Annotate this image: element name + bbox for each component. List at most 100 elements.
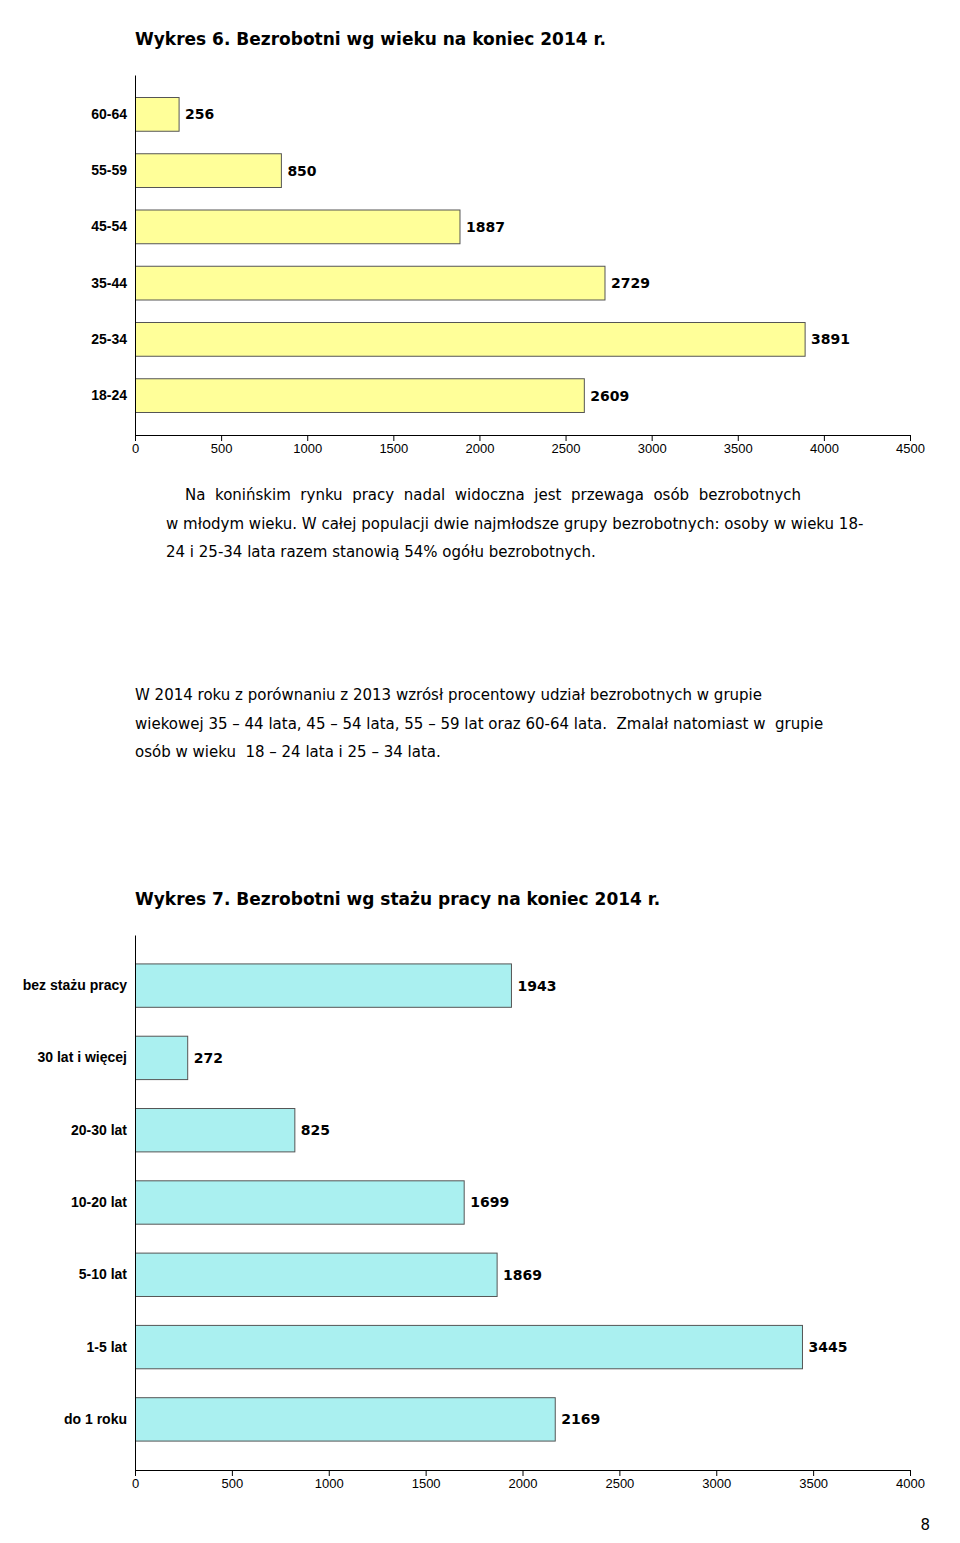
bars <box>135 98 805 413</box>
annotation-line: wiekowej 35 – 44 lata, 45 – 54 lata, 55 … <box>135 715 823 733</box>
y-tick-label: 30 lat i więcej <box>38 1049 128 1065</box>
x-tick: 2500 <box>552 435 581 456</box>
y-tick: 45-54 <box>91 218 135 234</box>
x-tick-label: 1000 <box>293 441 322 456</box>
data-label: 272 <box>194 1050 223 1066</box>
x-tick-mark <box>135 435 136 441</box>
x-tick-mark <box>135 1470 136 1476</box>
x-tick-label: 500 <box>222 1476 244 1491</box>
x-tick: 4500 <box>896 435 925 456</box>
x-tick: 3000 <box>638 435 667 456</box>
bar <box>135 1253 497 1296</box>
y-axis-line <box>135 76 136 436</box>
x-tick: 500 <box>211 435 233 456</box>
y-tick-label: 20-30 lat <box>71 1122 127 1138</box>
x-tick: 0 <box>132 435 139 456</box>
y-axis-line <box>135 936 136 1471</box>
x-tick-mark <box>716 1470 717 1476</box>
y-tick-label: 35-44 <box>91 275 127 291</box>
data-label: 1887 <box>466 219 505 235</box>
x-tick-mark <box>329 1470 330 1476</box>
bar <box>135 98 179 132</box>
data-label: 850 <box>287 163 316 179</box>
data-label: 1699 <box>470 1194 509 1210</box>
bar <box>135 1036 188 1079</box>
x-tick-label: 1000 <box>315 1476 344 1491</box>
data-label: 3891 <box>811 331 850 347</box>
y-tick: 25-34 <box>91 331 135 347</box>
bar <box>135 1181 464 1224</box>
annotation-line: Na konińskim rynku pracy nadal widoczna … <box>166 486 801 504</box>
bar <box>135 1109 295 1152</box>
x-tick-mark <box>479 435 480 441</box>
data-label: 2609 <box>590 388 629 404</box>
x-tick-mark <box>813 1470 814 1476</box>
x-tick-mark <box>910 435 911 441</box>
x-tick: 2000 <box>465 435 494 456</box>
annotation-line: 8 <box>920 1516 930 1534</box>
x-tick-label: 0 <box>132 441 139 456</box>
bar <box>135 266 605 300</box>
bar <box>135 1398 555 1441</box>
chart: 0 500 1000 1500 2000 2500 3000 3500 4000 4500 18-2… <box>91 76 925 457</box>
annotation: 8 <box>920 1516 930 1534</box>
y-tick-label: 45-54 <box>91 218 127 234</box>
y-tick: bez stażu pracy <box>23 977 135 993</box>
x-tick-mark <box>566 435 567 441</box>
y-tick: 10-20 lat <box>71 1194 135 1210</box>
chart-title: Wykres 7. Bezrobotni wg stażu pracy na k… <box>135 889 660 909</box>
x-tick-mark <box>619 1470 620 1476</box>
x-tick-label: 2500 <box>605 1476 634 1491</box>
x-tick-label: 500 <box>211 441 233 456</box>
x-tick-label: 3500 <box>724 441 753 456</box>
x-tick: 4000 <box>810 435 839 456</box>
data-label: 1869 <box>503 1267 542 1283</box>
x-axis: 0 500 1000 1500 2000 2500 3000 3500 4000 <box>132 1470 925 1491</box>
x-tick: 1500 <box>379 435 408 456</box>
x-tick-mark <box>824 435 825 441</box>
y-tick-label: 18-24 <box>91 387 127 403</box>
y-tick: 55-59 <box>91 162 135 178</box>
x-tick-label: 1500 <box>379 441 408 456</box>
x-tick-label: 3000 <box>638 441 667 456</box>
page: 0 500 1000 1500 2000 2500 3000 3500 4000 4500 18-2… <box>0 0 960 1543</box>
bar <box>135 379 584 413</box>
y-tick-label: 5-10 lat <box>79 1266 128 1282</box>
y-tick: 30 lat i więcej <box>38 1049 136 1065</box>
x-tick: 2500 <box>605 1470 634 1491</box>
x-axis-line <box>136 436 911 442</box>
y-tick-label: 60-64 <box>91 106 127 122</box>
x-tick-label: 1500 <box>412 1476 441 1491</box>
x-tick-label: 4500 <box>896 441 925 456</box>
y-tick-label: 1-5 lat <box>87 1339 128 1355</box>
y-tick: 5-10 lat <box>79 1266 135 1282</box>
data-label: 1943 <box>517 978 556 994</box>
x-tick-label: 4000 <box>810 441 839 456</box>
data-labels: 21693445186916998252721943 <box>194 978 848 1428</box>
x-tick: 0 <box>132 1470 139 1491</box>
y-tick-label: 10-20 lat <box>71 1194 127 1210</box>
y-tick-label: 25-34 <box>91 331 127 347</box>
x-tick-mark <box>652 435 653 441</box>
y-tick: do 1 roku <box>64 1411 135 1427</box>
annotation: Na konińskim rynku pracy nadal widoczna … <box>166 486 863 561</box>
y-axis: do 1 roku 1-5 lat 5-10 lat 10-20 lat 20-30 l… <box>23 936 136 1471</box>
y-tick: 20-30 lat <box>71 1122 135 1138</box>
x-tick: 2000 <box>509 1470 538 1491</box>
data-label: 2729 <box>611 275 650 291</box>
x-tick-mark <box>221 435 222 441</box>
x-tick: 3000 <box>702 1470 731 1491</box>
bar <box>135 964 511 1007</box>
x-tick-label: 3000 <box>702 1476 731 1491</box>
annotation-line: osób w wieku 18 – 24 lata i 25 – 34 lata… <box>135 743 441 761</box>
x-tick: 4000 <box>896 1470 925 1491</box>
x-tick: 3500 <box>799 1470 828 1491</box>
x-tick: 1000 <box>293 435 322 456</box>
x-tick-mark <box>910 1470 911 1476</box>
y-tick: 60-64 <box>91 106 135 122</box>
bars <box>135 964 802 1441</box>
x-tick-mark <box>523 1470 524 1476</box>
y-tick-label: 55-59 <box>91 162 127 178</box>
y-tick: 18-24 <box>91 387 135 403</box>
data-label: 825 <box>301 1122 330 1138</box>
